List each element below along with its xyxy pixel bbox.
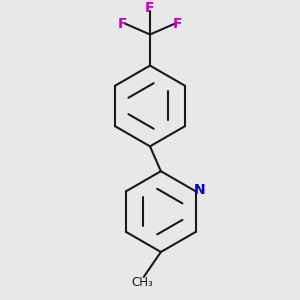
Text: N: N (194, 183, 206, 197)
Text: F: F (118, 16, 128, 31)
Text: F: F (145, 1, 155, 15)
Text: F: F (172, 16, 182, 31)
Text: CH₃: CH₃ (131, 276, 153, 289)
